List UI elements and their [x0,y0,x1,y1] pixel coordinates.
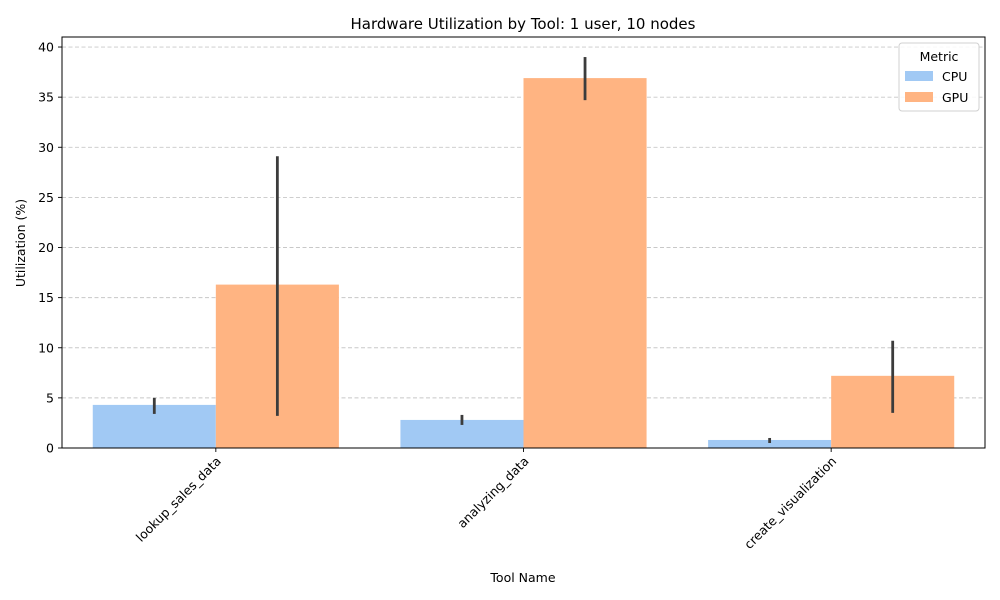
bars [92,78,955,448]
legend-swatch-gpu [905,92,933,102]
legend-label-gpu: GPU [942,90,968,105]
y-tick-label: 5 [46,390,54,405]
x-tick-label: create_visualization [741,454,839,552]
x-tick-label: analyzing_data [454,454,531,531]
y-tick-label: 15 [38,290,54,305]
legend-swatch-cpu [905,71,933,81]
y-tick-label: 30 [38,140,54,155]
y-tick-label: 10 [38,340,54,355]
legend: Metric CPU GPU [898,42,980,112]
x-axis-label: Tool Name [489,570,555,585]
legend-label-cpu: CPU [942,69,967,84]
y-tick-label: 25 [38,190,54,205]
y-tick-label: 0 [46,441,54,456]
y-tick-label: 40 [38,40,54,55]
x-tick-label: lookup_sales_data [133,454,224,545]
axes: 0 5 10 15 20 25 30 35 40 lookup_sales_data analyzi… [38,36,986,552]
legend-title: Metric [920,49,959,64]
bar-cpu-create_visualization [708,439,832,448]
y-tick-label: 20 [38,240,54,255]
error-bars [152,57,895,443]
y-tick-label: 35 [38,90,54,105]
y-axis-label: Utilization (%) [13,199,28,287]
chart-title: Hardware Utilization by Tool: 1 user, 10… [351,15,696,33]
bar-gpu-analyzing_data [523,78,647,448]
